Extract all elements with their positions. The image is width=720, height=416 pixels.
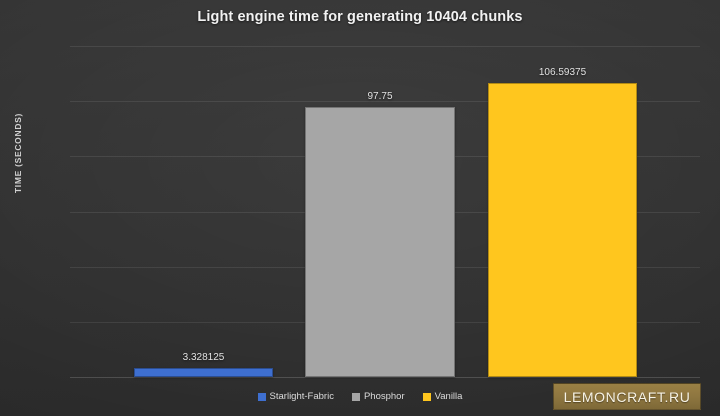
gridline-120 <box>70 46 700 47</box>
y-axis-title: TIME (SECONDS) <box>13 112 23 194</box>
legend-label-phosphor: Phosphor <box>363 391 405 402</box>
chart-legend: Starlight-Fabric Phosphor Vanilla <box>0 391 720 402</box>
legend-swatch-vanilla <box>422 392 431 401</box>
bar-value-label: 106.59375 <box>538 66 587 78</box>
watermark-text: LEMONCRAFT.RU <box>563 388 691 405</box>
bar-vanilla[interactable]: 106.59375 <box>488 67 637 377</box>
bar-value-label: 97.75 <box>367 91 393 103</box>
legend-item-starlight-fabric[interactable]: Starlight-Fabric <box>257 391 334 402</box>
gridline-100 <box>70 101 700 103</box>
gridline-0 <box>70 377 700 378</box>
bar-value-label: 3.328125 <box>182 351 225 363</box>
watermark-badge: LEMONCRAFT.RU <box>553 383 701 410</box>
legend-swatch-starlight-fabric <box>257 392 266 401</box>
legend-item-vanilla[interactable]: Vanilla <box>422 391 463 402</box>
bar-rect <box>305 107 455 377</box>
chart-title: Light engine time for generating 10404 c… <box>197 9 523 25</box>
bar-rect <box>134 367 273 377</box>
legend-swatch-phosphor <box>351 392 360 401</box>
legend-item-phosphor[interactable]: Phosphor <box>351 391 405 402</box>
bar-phosphor[interactable]: 97.75 <box>305 91 455 377</box>
legend-label-vanilla: Vanilla <box>434 391 463 402</box>
bar-starlight-fabric[interactable]: 3.328125 <box>134 352 273 377</box>
bar-rect <box>488 82 637 377</box>
legend-label-starlight-fabric: Starlight-Fabric <box>269 391 334 402</box>
